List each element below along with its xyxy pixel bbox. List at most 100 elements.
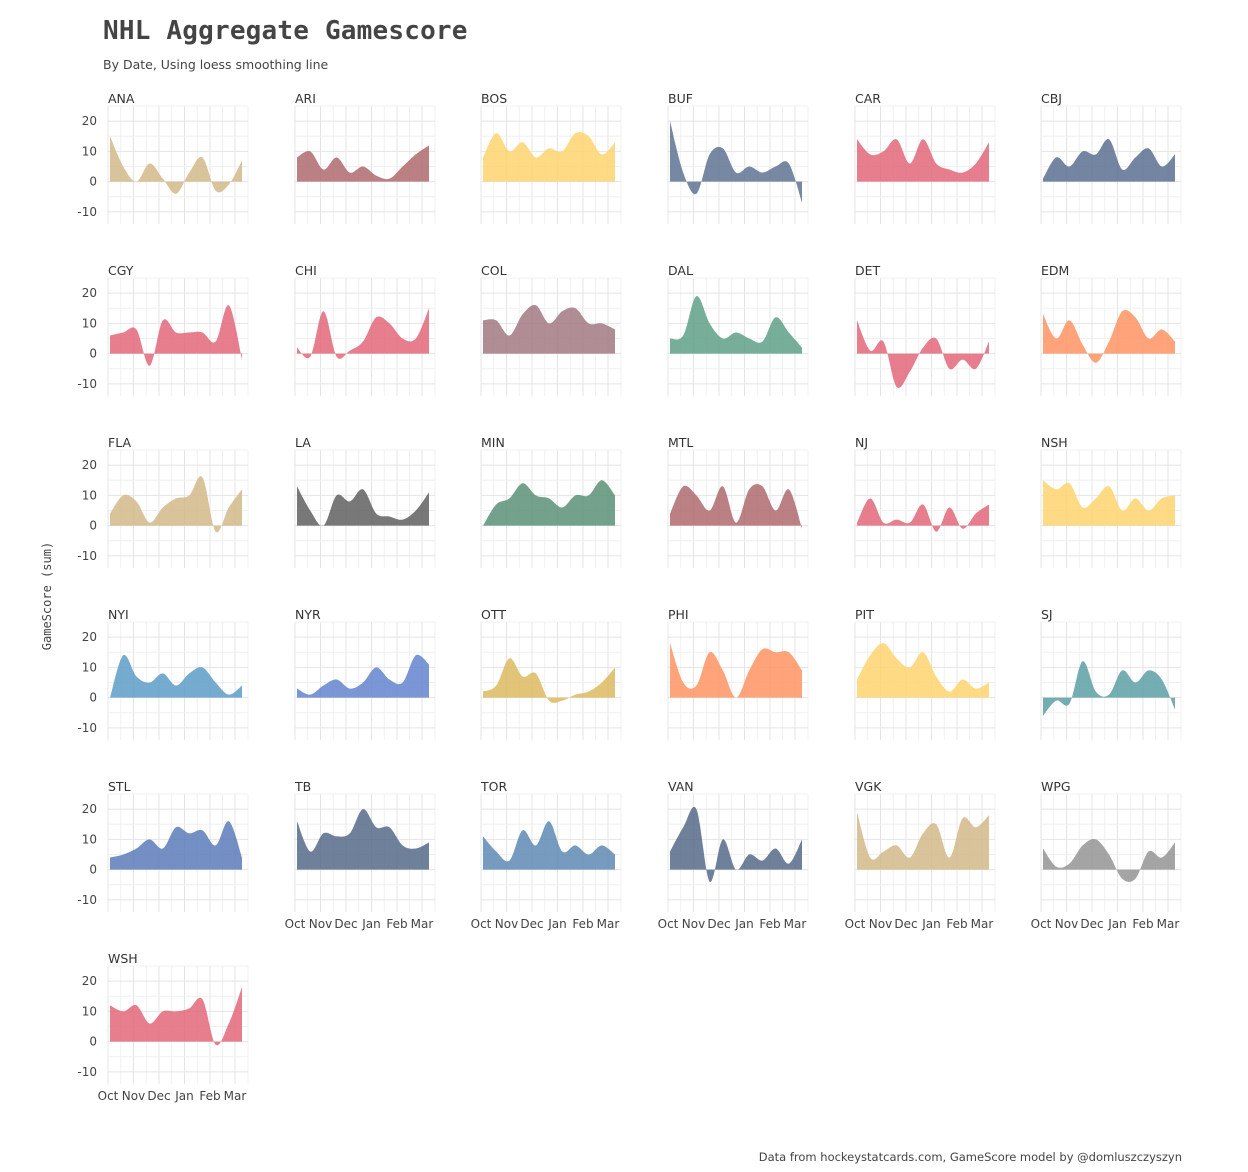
facet-label: STL bbox=[108, 779, 131, 794]
facet-buf: BUF bbox=[667, 91, 809, 224]
y-tick-label: -10 bbox=[77, 721, 97, 735]
y-tick-label: 10 bbox=[82, 832, 97, 846]
x-tick-label: Mar bbox=[1157, 917, 1180, 931]
facet-label: FLA bbox=[108, 435, 131, 450]
facet-label: NJ bbox=[855, 435, 868, 450]
x-tick-label: Dec bbox=[520, 917, 543, 931]
facet-van: VAN Oct Nov Dec Jan Feb Mar bbox=[658, 779, 809, 931]
area-pit bbox=[857, 643, 989, 698]
area-wsh bbox=[110, 987, 242, 1046]
x-tick-label: Oct bbox=[285, 917, 306, 931]
facet-label: VAN bbox=[668, 779, 694, 794]
facet-det: DET bbox=[854, 263, 996, 396]
chart-subtitle: By Date, Using loess smoothing line bbox=[103, 57, 329, 72]
facet-label: DET bbox=[855, 263, 881, 278]
x-tick-label: Jan bbox=[174, 1089, 194, 1103]
facet-label: BOS bbox=[481, 91, 507, 106]
area-nyi bbox=[110, 654, 242, 698]
facet-stl: STL -10 0 10 20 bbox=[77, 779, 249, 912]
facet-label: CAR bbox=[855, 91, 881, 106]
facet-fla: FLA -10 0 10 20 bbox=[77, 435, 249, 568]
facet-la: LA bbox=[294, 435, 436, 568]
y-tick-label: 10 bbox=[82, 1004, 97, 1018]
x-tick-label: Feb bbox=[759, 917, 780, 931]
area-van bbox=[670, 806, 802, 883]
x-tick-label: Feb bbox=[946, 917, 967, 931]
facet-label: EDM bbox=[1041, 263, 1069, 278]
x-tick-label: Dec bbox=[707, 917, 730, 931]
facet-label: ANA bbox=[108, 91, 135, 106]
facet-label: CGY bbox=[108, 263, 134, 278]
area-edm bbox=[1043, 309, 1175, 363]
area-vgk bbox=[857, 812, 989, 870]
facet-label: PHI bbox=[668, 607, 689, 622]
chart-caption: Data from hockeystatcards.com, GameScore… bbox=[758, 1150, 1182, 1164]
area-dal bbox=[670, 296, 802, 354]
x-tick-label: Oct bbox=[471, 917, 492, 931]
area-cbj bbox=[1043, 139, 1175, 182]
y-tick-label: 0 bbox=[89, 175, 97, 189]
x-tick-label: Nov bbox=[1055, 917, 1078, 931]
facet-cbj: CBJ bbox=[1040, 91, 1182, 224]
area-tor bbox=[483, 821, 615, 870]
y-tick-label: 0 bbox=[89, 519, 97, 533]
x-tick-label: Dec bbox=[334, 917, 357, 931]
area-ari bbox=[297, 145, 429, 182]
facet-label: BUF bbox=[668, 91, 693, 106]
x-tick-label: Jan bbox=[547, 917, 567, 931]
area-nj bbox=[857, 498, 989, 532]
facet-label: NYI bbox=[108, 607, 129, 622]
facet-label: WPG bbox=[1041, 779, 1071, 794]
facet-wpg: WPG Oct Nov Dec Jan Feb Mar bbox=[1031, 779, 1182, 931]
x-tick-label: Jan bbox=[1107, 917, 1127, 931]
x-tick-label: Nov bbox=[682, 917, 705, 931]
y-tick-label: 20 bbox=[82, 286, 97, 300]
facet-col: COL bbox=[480, 263, 622, 396]
y-tick-label: 10 bbox=[82, 316, 97, 330]
facet-edm: EDM bbox=[1040, 263, 1182, 396]
facet-label: OTT bbox=[481, 607, 506, 622]
facet-label: NYR bbox=[295, 607, 321, 622]
facet-mtl: MTL bbox=[667, 435, 809, 568]
facet-car: CAR bbox=[854, 91, 996, 224]
area-min bbox=[483, 480, 615, 526]
facet-ari: ARI bbox=[294, 91, 436, 224]
facet-phi: PHI bbox=[667, 607, 809, 740]
facet-wsh: WSH -10 0 10 20 Oct Nov Dec Jan Feb Mar bbox=[77, 951, 249, 1103]
area-bos bbox=[483, 132, 615, 182]
y-tick-label: 0 bbox=[89, 1035, 97, 1049]
area-tb bbox=[297, 809, 429, 870]
y-tick-label: -10 bbox=[77, 205, 97, 219]
area-stl bbox=[110, 821, 242, 870]
area-phi bbox=[670, 643, 802, 698]
area-wpg bbox=[1043, 839, 1175, 882]
area-mtl bbox=[670, 484, 802, 529]
facet-sj: SJ bbox=[1040, 607, 1182, 740]
x-tick-label: Mar bbox=[224, 1089, 247, 1103]
facet-bos: BOS bbox=[480, 91, 622, 224]
x-tick-label: Nov bbox=[122, 1089, 145, 1103]
facet-label: CBJ bbox=[1041, 91, 1062, 106]
y-tick-label: 0 bbox=[89, 863, 97, 877]
x-tick-label: Jan bbox=[361, 917, 381, 931]
facet-label: TOR bbox=[480, 779, 507, 794]
x-tick-label: Nov bbox=[309, 917, 332, 931]
area-car bbox=[857, 139, 989, 182]
area-ott bbox=[483, 658, 615, 703]
x-tick-label: Mar bbox=[784, 917, 807, 931]
facet-label: MIN bbox=[481, 435, 505, 450]
facet-tb: TB Oct Nov Dec Jan Feb Mar bbox=[285, 779, 436, 931]
x-tick-label: Dec bbox=[894, 917, 917, 931]
facet-label: PIT bbox=[855, 607, 874, 622]
x-tick-label: Nov bbox=[869, 917, 892, 931]
facet-label: TB bbox=[294, 779, 311, 794]
x-tick-label: Oct bbox=[98, 1089, 119, 1103]
area-sj bbox=[1043, 661, 1175, 716]
area-fla bbox=[110, 476, 242, 533]
y-tick-label: -10 bbox=[77, 549, 97, 563]
facet-nyr: NYR bbox=[294, 607, 436, 740]
x-tick-label: Oct bbox=[1031, 917, 1052, 931]
y-tick-label: -10 bbox=[77, 377, 97, 391]
y-tick-label: 20 bbox=[82, 802, 97, 816]
